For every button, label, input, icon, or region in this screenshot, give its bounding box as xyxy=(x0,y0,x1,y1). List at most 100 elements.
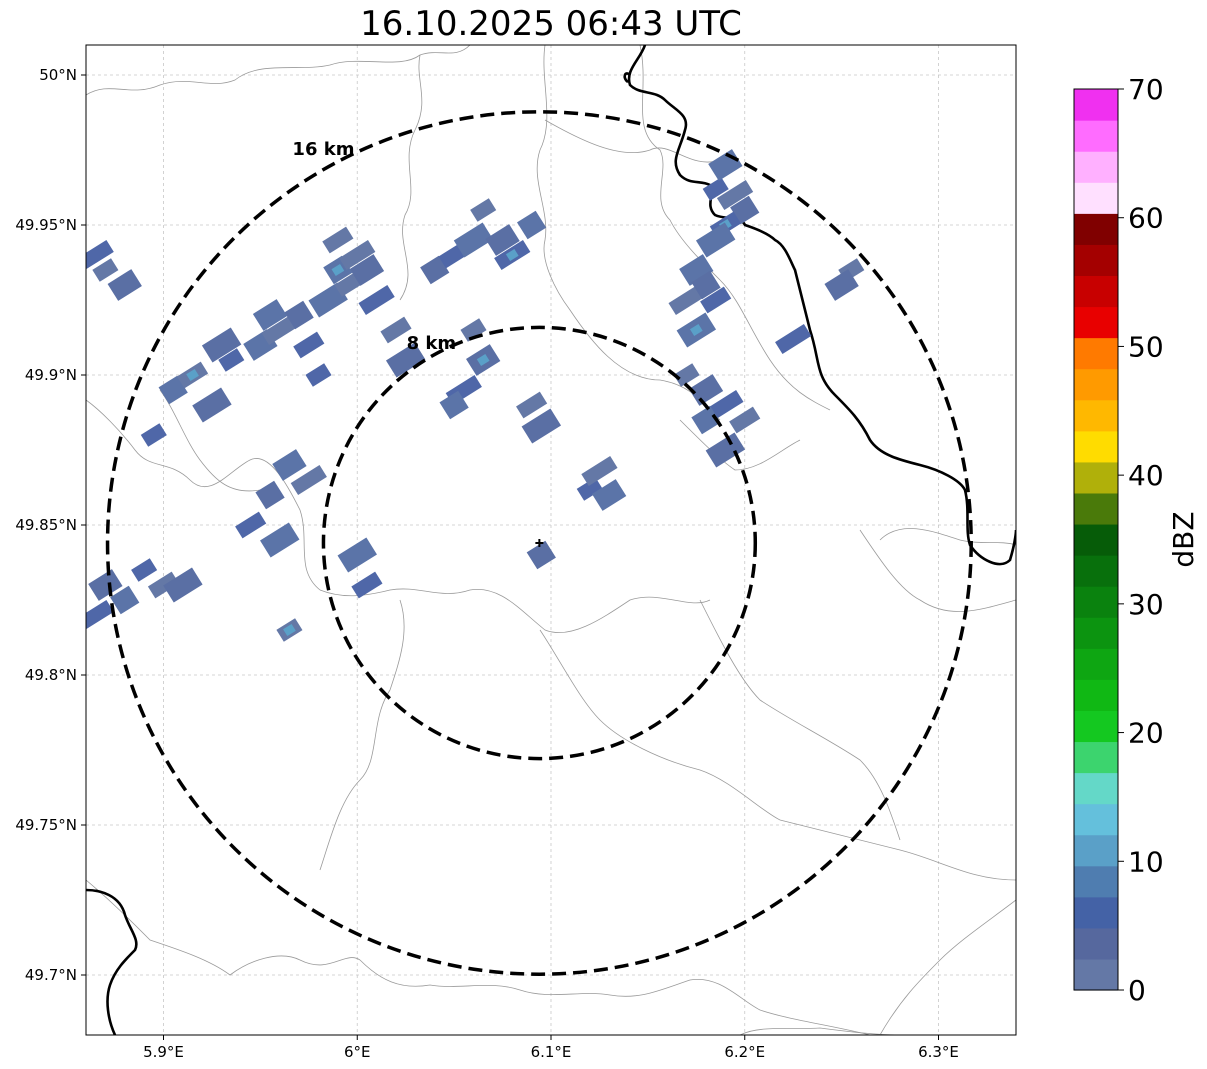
lat-tick-label: 49.75°N xyxy=(15,816,77,834)
echo-cell xyxy=(516,391,548,419)
range-ring-label: 8 km xyxy=(407,333,457,354)
echo-cell xyxy=(351,571,383,599)
echo-cell xyxy=(730,195,760,225)
colorbar-segment xyxy=(1074,120,1118,152)
echo-cell xyxy=(158,375,188,405)
echo-cell xyxy=(729,406,761,434)
echo-cell xyxy=(235,511,267,539)
echo-cell xyxy=(688,374,724,406)
echo-cell xyxy=(272,449,307,481)
echo-cell xyxy=(88,569,123,601)
colorbar-segment xyxy=(1074,555,1118,587)
lon-tick-label: 5.9°E xyxy=(143,1043,184,1061)
range-ring xyxy=(321,325,758,761)
echo-cell xyxy=(516,210,547,240)
echo-cell-core xyxy=(689,323,703,337)
colorbar-segment xyxy=(1074,927,1118,960)
echo-cell xyxy=(201,327,242,363)
echo-cell xyxy=(284,300,314,330)
echo-cell xyxy=(358,285,395,315)
range-ring xyxy=(105,110,973,976)
echo-cell xyxy=(691,270,721,300)
echo-cell xyxy=(700,286,732,314)
echo-cell xyxy=(308,282,348,318)
echo-cell-core xyxy=(505,248,519,262)
colorbar-segment xyxy=(1074,306,1118,339)
lon-tick-label: 6.3°E xyxy=(918,1043,959,1061)
echo-cell xyxy=(673,363,700,387)
echo-cell-core xyxy=(331,263,345,277)
colorbar-segment xyxy=(1074,399,1118,432)
lat-tick-label: 49.7°N xyxy=(25,966,77,984)
colorbar-segment xyxy=(1074,772,1118,805)
colorbar-tick-label: 20 xyxy=(1128,717,1164,750)
echo-cell xyxy=(131,558,158,582)
echo-cell xyxy=(702,177,729,201)
echo-cell xyxy=(192,387,232,423)
colorbar-segment xyxy=(1074,337,1118,370)
lon-tick-label: 6.2°E xyxy=(724,1043,765,1061)
range-rings: 8 km 16 km xyxy=(105,110,973,976)
echo-cell xyxy=(349,254,385,286)
echo-cell xyxy=(707,390,744,420)
national-border xyxy=(86,45,1016,1035)
colorbar-tick-label: 10 xyxy=(1128,845,1164,878)
echo-cell xyxy=(339,240,376,270)
echo-cell xyxy=(86,240,114,270)
echo-cell xyxy=(385,342,426,378)
colorbar-segment xyxy=(1074,617,1118,649)
echo-cell xyxy=(107,269,142,301)
colorbar-segment xyxy=(1074,368,1118,401)
echo-cell-core xyxy=(186,368,199,382)
colorbar-tick-label: 40 xyxy=(1128,459,1164,492)
colorbar-segment xyxy=(1074,896,1118,929)
colorbar-segment xyxy=(1074,710,1118,743)
colorbar-segment xyxy=(1074,430,1118,463)
echo-cell xyxy=(380,316,412,344)
echo-cell xyxy=(86,600,114,630)
echo-cell-core xyxy=(283,623,296,637)
echo-cell xyxy=(92,258,119,282)
colorbar-tick-label: 0 xyxy=(1128,974,1146,1007)
echo-cell xyxy=(261,315,298,345)
echo-cell xyxy=(775,324,812,354)
echo-cell xyxy=(110,585,140,615)
echo-cell xyxy=(716,180,754,210)
echo-cell xyxy=(293,331,325,359)
colorbar-segment xyxy=(1074,89,1118,121)
range-ring-label: 16 km xyxy=(292,139,354,160)
lat-tick-label: 49.8°N xyxy=(25,666,77,684)
lat-tick-label: 50°N xyxy=(39,66,77,84)
echo-cell xyxy=(252,299,288,331)
radar-echoes xyxy=(86,149,865,642)
echo-cell xyxy=(334,273,361,297)
colorbar-segment xyxy=(1074,648,1118,680)
colorbar-segment xyxy=(1074,213,1118,245)
colorbar-tick-label: 50 xyxy=(1128,330,1164,363)
echo-cell xyxy=(691,405,721,435)
echo-cell xyxy=(337,537,377,573)
echo-cell xyxy=(460,318,487,342)
colorbar-tick-label: 60 xyxy=(1128,202,1164,235)
colorbar-label: dBZ xyxy=(1167,511,1200,567)
echo-cell xyxy=(255,480,285,510)
echo-cell xyxy=(147,571,180,599)
colorbar-segment xyxy=(1074,523,1118,556)
lon-tick-label: 6.1°E xyxy=(531,1043,572,1061)
gridlines xyxy=(86,45,1016,1035)
echo-cell xyxy=(705,432,746,468)
echo-cell xyxy=(322,226,354,254)
municipal-boundaries xyxy=(86,45,1016,1035)
colorbar: 0 10 20 30 40 50 60 70 dBZ xyxy=(1073,73,1200,1007)
echo-cell xyxy=(290,465,327,495)
map-title: 16.10.2025 06:43 UTC xyxy=(360,4,742,44)
colorbar-segment xyxy=(1074,834,1118,867)
lat-tick-label: 49.9°N xyxy=(25,366,77,384)
echo-cell xyxy=(679,254,714,286)
colorbar-frame xyxy=(1073,88,1119,991)
colorbar-segment xyxy=(1074,244,1118,277)
colorbar-segment xyxy=(1074,275,1118,308)
echo-cell xyxy=(218,348,245,372)
lat-tick-label: 49.95°N xyxy=(15,216,77,234)
